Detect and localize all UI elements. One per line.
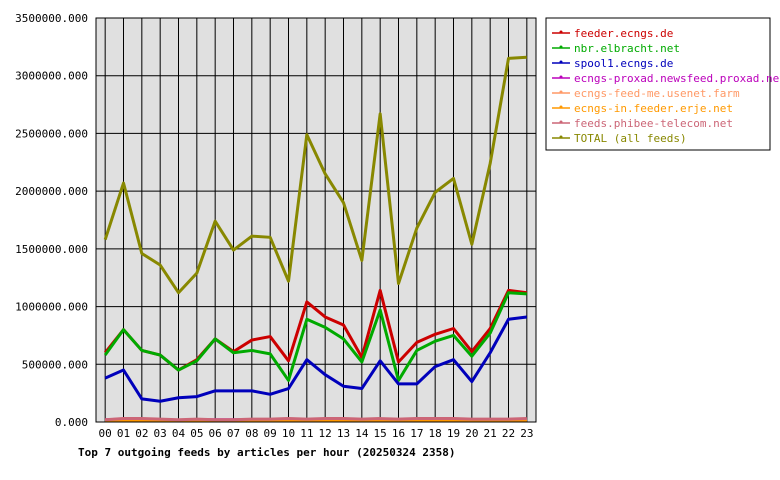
y-tick-label: 0.000 [55, 416, 88, 429]
legend-item: feeder.ecngs.de [552, 27, 673, 40]
legend-marker [559, 30, 563, 34]
legend-item: nbr.elbracht.net [552, 42, 680, 55]
legend-label: feeds.phibee-telecom.net [574, 117, 733, 130]
series-nbr.elbracht.net [103, 291, 527, 382]
x-tick-labels: 00 01 02 03 04 05 06 07 08 09 10 11 12 13 14 15 16 17 18 19… [99, 427, 534, 440]
legend-marker [559, 90, 563, 94]
y-tick-label: 1000000.000 [15, 301, 88, 314]
legend-item: ecngs-proxad.newsfeed.proxad.net [552, 72, 780, 85]
legend-item: spool1.ecngs.de [552, 57, 673, 70]
y-tick-labels: 0.000 500000.000 1000000.000 1500000.000 200… [15, 12, 88, 429]
series-line [104, 315, 528, 403]
plot-background [96, 18, 536, 422]
series-feeds.phibee-telecom.net [105, 417, 527, 422]
legend-marker [559, 75, 563, 79]
x-tick-label: 06 [209, 427, 222, 440]
x-tick-label: 21 [484, 427, 497, 440]
x-tick-label: 08 [245, 427, 258, 440]
legend-label: TOTAL (all feeds) [574, 132, 687, 145]
series-group [103, 55, 528, 423]
x-tick-label: 00 [99, 427, 112, 440]
x-tick-label: 16 [392, 427, 405, 440]
x-tick-label: 05 [190, 427, 203, 440]
y-tick-label: 500000.000 [22, 358, 88, 371]
legend-label: ecngs-feed-me.usenet.farm [574, 87, 740, 100]
x-tick-label: 18 [429, 427, 442, 440]
x-tick-label: 23 [520, 427, 533, 440]
x-tick-label: 04 [172, 427, 186, 440]
plot-frame [95, 17, 537, 423]
legend-item: feeds.phibee-telecom.net [552, 117, 733, 130]
y-tick-label: 2000000.000 [15, 185, 88, 198]
x-tick-label: 20 [465, 427, 478, 440]
y-tick-label: 3000000.000 [15, 70, 88, 83]
chart-title: Top 7 outgoing feeds by articles per hou… [78, 446, 456, 459]
y-tick-label: 2500000.000 [15, 127, 88, 140]
series-line [105, 417, 527, 422]
legend-item: ecngs-feed-me.usenet.farm [552, 87, 740, 100]
x-tick-label: 19 [447, 427, 460, 440]
legend-label: spool1.ecngs.de [574, 57, 673, 70]
x-tick-label: 07 [227, 427, 240, 440]
legend-marker [559, 45, 563, 49]
x-tick-label: 17 [410, 427, 423, 440]
legend-label: ecngs-in.feeder.erje.net [574, 102, 733, 115]
x-tick-label: 15 [374, 427, 387, 440]
x-tick-label: 01 [117, 427, 130, 440]
legend-label: ecngs-proxad.newsfeed.proxad.net [574, 72, 780, 85]
x-tick-label: 13 [337, 427, 350, 440]
x-tick-label: 22 [502, 427, 515, 440]
series-line [103, 291, 527, 382]
series-TOTAL (all feeds) [103, 55, 527, 295]
x-tick-label: 11 [300, 427, 313, 440]
legend-label: nbr.elbracht.net [574, 42, 680, 55]
y-tick-label: 1500000.000 [15, 243, 88, 256]
x-tick-label: 10 [282, 427, 295, 440]
legend-label: feeder.ecngs.de [574, 27, 673, 40]
y-tick-label: 3500000.000 [15, 12, 88, 25]
legend-box [545, 17, 771, 151]
x-tick-label: 03 [154, 427, 167, 440]
legend: feeder.ecngs.de nbr.elbracht.net spool1.ec… [545, 17, 780, 151]
x-tick-label: 12 [319, 427, 332, 440]
legend-item: ecngs-in.feeder.erje.net [552, 102, 733, 115]
x-tick-label: 09 [264, 427, 277, 440]
x-tick-label: 14 [355, 427, 369, 440]
series-line [103, 55, 527, 295]
legend-item: TOTAL (all feeds) [552, 132, 687, 145]
legend-marker [559, 135, 563, 139]
legend-marker [559, 120, 563, 124]
series-spool1.ecngs.de [104, 315, 528, 403]
legend-marker [559, 105, 563, 109]
legend-marker [559, 60, 563, 64]
x-tick-label: 02 [135, 427, 148, 440]
